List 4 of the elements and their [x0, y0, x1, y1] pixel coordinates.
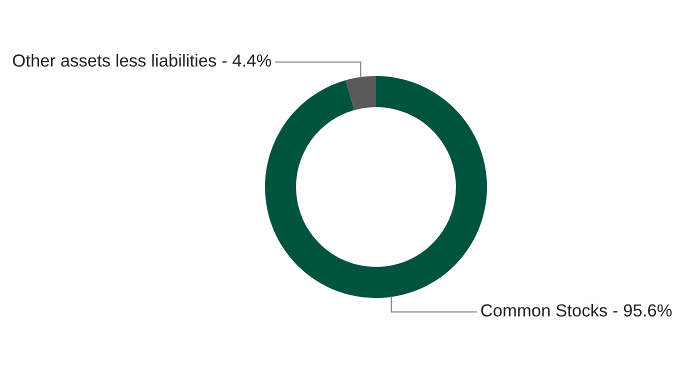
slice-label: Other assets less liabilities - 4.4% [12, 54, 272, 67]
donut-slice [265, 76, 487, 298]
donut-slice [346, 76, 376, 110]
slice-label: Common Stocks - 95.6% [481, 304, 672, 317]
